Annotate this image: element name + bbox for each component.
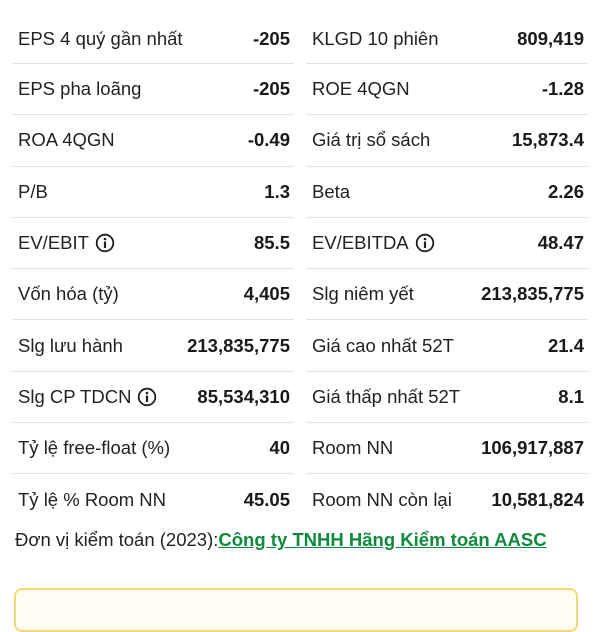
stat-label: Tỷ lệ free-float (%) (18, 437, 170, 459)
stat-label: Tỷ lệ % Room NN (18, 489, 166, 511)
stat-row: Slg CP TDCN 85,534,310 (12, 372, 294, 424)
stat-value: -1.28 (541, 78, 584, 100)
stat-value: 45.05 (243, 489, 290, 511)
stat-value: 15,873.4 (511, 129, 584, 151)
stat-label: Room NN (312, 437, 393, 459)
stat-row: Giá trị sổ sách 15,873.4 (306, 115, 588, 167)
stat-label-text: Giá thấp nhất 52T (312, 385, 461, 407)
stat-value: 40 (269, 437, 290, 459)
stat-label: Slg niêm yết (312, 283, 414, 305)
stat-value: 1.3 (264, 180, 290, 202)
stat-label-text: Giá cao nhất 52T (312, 334, 454, 356)
stat-value: 21.4 (547, 334, 584, 356)
stat-row: Giá thấp nhất 52T 8.1 (306, 372, 588, 424)
stat-row: KLGD 10 phiên 809,419 (306, 0, 588, 64)
stat-label-text: Tỷ lệ free-float (%) (18, 437, 171, 459)
stat-label: ROA 4QGN (18, 129, 115, 151)
stat-row: Giá cao nhất 52T 21.4 (306, 320, 588, 372)
stat-value: 213,835,775 (187, 334, 290, 356)
stat-label-text: EPS 4 quý gần nhất (18, 27, 183, 49)
stat-row: Tỷ lệ free-float (%) 40 (12, 423, 294, 475)
stat-label: EV/EBIT (18, 232, 115, 254)
stat-value: 85,534,310 (197, 385, 290, 407)
stat-label-text: Giá trị sổ sách (312, 129, 431, 151)
stat-value: -205 (252, 78, 290, 100)
stat-row: Room NN 106,917,887 (306, 423, 588, 475)
info-icon[interactable] (137, 387, 157, 407)
stat-row: Beta 2.26 (306, 167, 588, 218)
audit-info: Đơn vị kiểm toán (2023):Công ty TNHH Hãn… (15, 526, 585, 553)
stat-value: 8.1 (558, 385, 584, 407)
stat-row: EPS 4 quý gần nhất -205 (12, 0, 294, 64)
stat-label: P/B (18, 181, 48, 203)
stat-label-text: ROA 4QGN (18, 129, 115, 151)
stat-row: EPS pha loãng -205 (12, 64, 294, 116)
stats-grid: EPS 4 quý gần nhất -205 EPS pha loãng -205 R… (12, 0, 588, 526)
stat-label: Slg lưu hành (18, 335, 123, 357)
info-icon[interactable] (415, 233, 435, 253)
stat-row: Slg lưu hành 213,835,775 (12, 320, 294, 372)
stat-label-text: Room NN (312, 437, 394, 459)
stat-label-text: ROE 4QGN (312, 78, 410, 100)
stat-label-text: Slg niêm yết (312, 283, 414, 305)
stats-right-column: KLGD 10 phiên 809,419 ROE 4QGN -1.28 Giá trị… (306, 0, 588, 526)
stat-label-text: Room NN còn lại (312, 489, 452, 511)
stat-row: EV/EBITDA 48.47 (306, 218, 588, 270)
stat-value: 10,581,824 (491, 489, 584, 511)
stat-row: Tỷ lệ % Room NN 45.05 (12, 474, 294, 525)
stat-row: P/B 1.3 (12, 167, 294, 218)
stat-label: EV/EBITDA (312, 232, 435, 254)
stat-value: 4,405 (243, 283, 290, 305)
stat-label: EPS pha loãng (18, 78, 141, 100)
stat-row: Vốn hóa (tỷ) 4,405 (12, 269, 294, 321)
stat-label: ROE 4QGN (312, 78, 410, 100)
stats-left-column: EPS 4 quý gần nhất -205 EPS pha loãng -205 R… (12, 0, 294, 526)
stat-label: Vốn hóa (tỷ) (18, 283, 119, 305)
audit-label: Đơn vị kiểm toán (2023): (15, 529, 219, 550)
stat-label-text: Beta (312, 180, 351, 202)
stat-label: Room NN còn lại (312, 489, 452, 511)
stat-label: Beta (312, 181, 350, 203)
stat-label: Slg CP TDCN (18, 386, 157, 408)
stat-label-text: Slg CP TDCN (18, 385, 132, 407)
stat-label-text: Slg lưu hành (18, 334, 123, 356)
stat-row: EV/EBIT 85.5 (12, 218, 294, 270)
stat-label: Giá trị sổ sách (312, 129, 430, 151)
stat-label-text: Vốn hóa (tỷ) (18, 283, 119, 305)
stat-value: -205 (252, 27, 290, 49)
stat-value: -0.49 (247, 129, 290, 151)
stat-label-text: KLGD 10 phiên (312, 27, 439, 49)
audit-firm-link[interactable]: Công ty TNHH Hãng Kiểm toán AASC (218, 529, 547, 550)
stat-value: 85.5 (253, 232, 290, 254)
info-icon[interactable] (95, 233, 115, 253)
stat-label: EPS 4 quý gần nhất (18, 28, 183, 50)
stat-row: ROA 4QGN -0.49 (12, 115, 294, 167)
stat-label-text: P/B (18, 180, 48, 202)
stat-value: 213,835,775 (481, 283, 584, 305)
stat-value: 48.47 (537, 232, 584, 254)
stat-value: 106,917,887 (481, 437, 584, 459)
bottom-notice-box (14, 588, 578, 632)
stat-row: Room NN còn lại 10,581,824 (306, 474, 588, 525)
stat-label-text: EPS pha loãng (18, 78, 142, 100)
stat-value: 809,419 (517, 27, 584, 49)
stat-label-text: EV/EBIT (18, 232, 89, 254)
stat-label: Giá cao nhất 52T (312, 335, 454, 357)
stat-value: 2.26 (547, 180, 584, 202)
stat-label-text: EV/EBITDA (312, 232, 409, 254)
stat-label: KLGD 10 phiên (312, 28, 439, 50)
stat-label: Giá thấp nhất 52T (312, 386, 460, 408)
stat-label-text: Tỷ lệ % Room NN (18, 489, 167, 511)
stat-row: Slg niêm yết 213,835,775 (306, 269, 588, 321)
stat-row: ROE 4QGN -1.28 (306, 64, 588, 116)
